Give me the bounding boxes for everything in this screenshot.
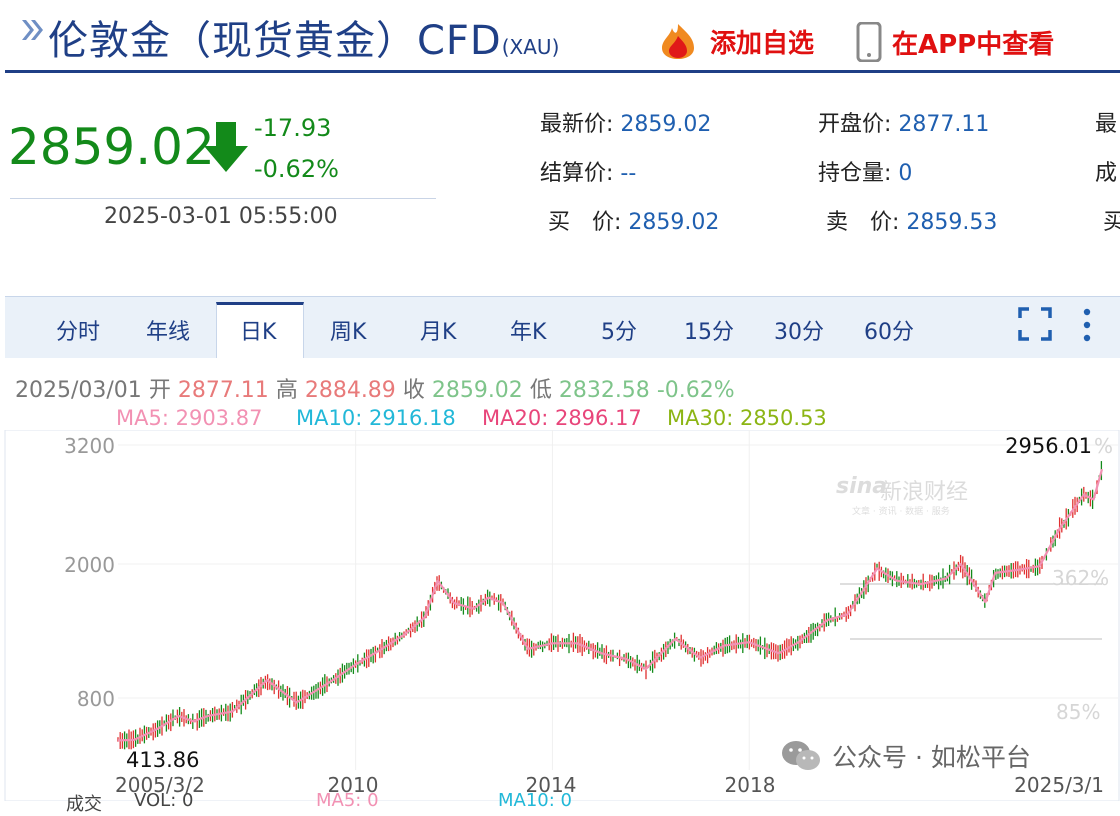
- right-pct-top: %: [1094, 434, 1114, 458]
- quote-timestamp: 2025-03-01 05:55:00: [104, 204, 338, 229]
- ohlc-readout: 2025/03/01 开 2877.11 高 2884.89 收 2859.02…: [15, 378, 735, 403]
- tab-yearly-k[interactable]: 年K: [510, 320, 547, 345]
- field-last: 最新价: 2859.02: [540, 112, 712, 137]
- double-chevron-icon: [22, 20, 43, 40]
- tab-15min[interactable]: 15分: [684, 320, 734, 345]
- price-divider: [10, 198, 436, 199]
- price-change-percent: -0.62%: [254, 155, 339, 183]
- price-change: -17.93: [254, 114, 332, 142]
- ma30-readout: MA30: 2850.53: [667, 406, 827, 430]
- chart-frame: [4, 430, 1120, 801]
- phone-icon: [856, 22, 882, 62]
- x-tick-label-4: 2025/3/1: [1014, 773, 1104, 797]
- x-tick-label-0: 2005/3/2: [115, 773, 205, 797]
- sina-watermark-sub: 文章 · 资讯 · 数据 · 服务: [852, 507, 950, 517]
- tab-60min[interactable]: 60分: [864, 320, 914, 345]
- right-pct-low: 85%: [1056, 700, 1101, 724]
- view-in-app-label: 在APP中查看: [892, 29, 1055, 60]
- ma20-readout: MA20: 2896.17: [482, 406, 642, 430]
- field-volume-partial: 成: [1095, 161, 1118, 186]
- tab-yearly-line[interactable]: 年线: [146, 320, 191, 345]
- symbol-code: (XAU): [501, 35, 560, 59]
- y-tick-label-2: 800: [77, 687, 115, 711]
- add-watchlist-label: 添加自选: [710, 28, 815, 59]
- view-in-app-button[interactable]: 在APP中查看: [856, 22, 1054, 62]
- field-open: 开盘价: 2877.11: [818, 112, 990, 137]
- field-bid-size-partial: 买: [1103, 210, 1120, 235]
- tab-monthly-k[interactable]: 月K: [420, 320, 457, 345]
- page-title: 伦敦金（现货黄金）CFD(XAU): [48, 18, 560, 64]
- ma10-readout: MA10: 2916.18: [296, 406, 456, 430]
- tab-30min[interactable]: 30分: [774, 320, 824, 345]
- x-tick-label-2: 2014: [526, 773, 577, 797]
- wechat-icon: [782, 741, 820, 770]
- period-tab-bar: [5, 296, 1120, 358]
- arrow-down-icon: [204, 122, 248, 172]
- fullscreen-icon[interactable]: [1018, 307, 1052, 341]
- source-tag-label: 公众号 · 如松平台: [832, 743, 1031, 772]
- flame-icon: [662, 24, 694, 59]
- last-price: 2859.02: [8, 118, 215, 176]
- ma5-readout: MA5: 2903.87: [116, 406, 263, 430]
- field-open-interest: 持仓量: 0: [818, 161, 913, 186]
- min-price-label: 413.86: [126, 748, 199, 772]
- ma5-line: [117, 468, 1104, 742]
- add-watchlist-button[interactable]: 添加自选: [656, 22, 814, 60]
- tab-intraday[interactable]: 分时: [56, 320, 101, 345]
- right-pct-mid: 362%: [1052, 566, 1110, 590]
- field-high-partial: 最: [1095, 112, 1118, 137]
- tab-5min[interactable]: 5分: [601, 320, 637, 345]
- sina-watermark-text: 新浪财经: [880, 480, 969, 505]
- active-tab-indicator: [216, 302, 304, 358]
- y-tick-label-1: 2000: [64, 553, 115, 577]
- x-tick-label-1: 2010: [328, 773, 379, 797]
- price-chart[interactable]: 3200 2000 800 2005/3/2 2010 2014 2018 2025/3/1 4…: [0, 430, 1120, 801]
- tab-weekly-k[interactable]: 周K: [330, 320, 367, 345]
- volume-label-partial: 成交: [66, 794, 102, 815]
- sina-watermark-logo: sina: [836, 474, 888, 499]
- source-tag: 公众号 · 如松平台: [780, 738, 1031, 774]
- x-tick-label-3: 2018: [725, 773, 776, 797]
- field-settle: 结算价: --: [540, 161, 637, 186]
- header-divider: [5, 70, 1120, 73]
- tab-daily-k[interactable]: 日K: [240, 320, 277, 345]
- y-tick-label-0: 3200: [64, 434, 115, 458]
- more-options-icon[interactable]: [1082, 308, 1092, 342]
- max-price-label: 2956.01: [1005, 434, 1092, 458]
- field-ask: 卖 价: 2859.53: [826, 210, 998, 235]
- field-bid: 买 价: 2859.02: [548, 210, 720, 235]
